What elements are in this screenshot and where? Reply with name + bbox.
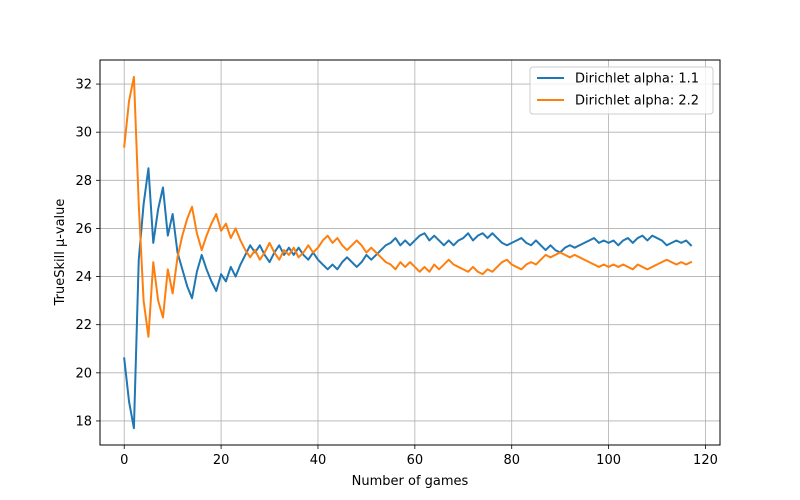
y-tick-label: 32: [75, 78, 92, 93]
legend: Dirichlet alpha: 1.1 Dirichlet alpha: 2.…: [529, 66, 714, 115]
x-tick-label: 40: [310, 453, 327, 468]
x-tick-label: 100: [596, 453, 621, 468]
legend-label-series-2: Dirichlet alpha: 2.2: [575, 94, 699, 109]
y-tick-label: 18: [75, 414, 92, 429]
series-lines: [123, 75, 693, 430]
x-axis-ticks: 0 20 40 60 80 100 120: [120, 445, 718, 468]
y-tick-label: 20: [75, 366, 92, 381]
y-axis-label: TrueSkill μ-value: [53, 199, 68, 307]
y-tick-label: 30: [75, 126, 92, 141]
x-tick-label: 120: [693, 453, 718, 468]
x-tick-label: 0: [120, 453, 128, 468]
grid: [100, 60, 720, 445]
y-tick-label: 24: [75, 270, 92, 285]
series-line-2: [123, 75, 693, 338]
x-axis-label: Number of games: [352, 474, 469, 489]
y-tick-label: 28: [75, 174, 92, 189]
y-tick-label: 26: [75, 222, 92, 237]
x-tick-label: 60: [407, 453, 424, 468]
legend-label-series-1: Dirichlet alpha: 1.1: [575, 72, 699, 87]
plot-frame: [99, 59, 721, 446]
x-tick-label: 20: [213, 453, 230, 468]
y-axis-ticks: 18 20 22 24 26 28 30 32: [75, 78, 100, 429]
legend-box: [529, 66, 714, 115]
series-line-1: [123, 167, 693, 430]
y-tick-label: 22: [75, 318, 92, 333]
x-tick-label: 80: [503, 453, 520, 468]
